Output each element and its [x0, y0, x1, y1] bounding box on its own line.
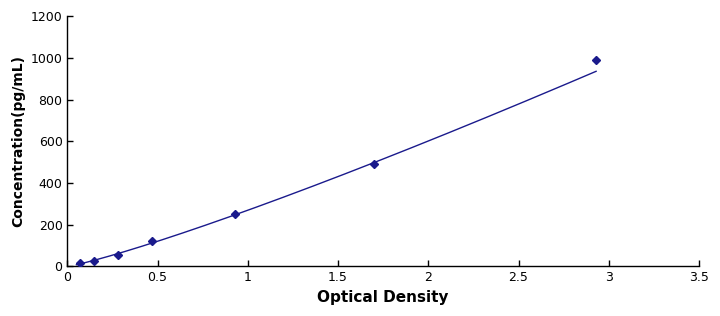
Y-axis label: Concentration(pg/mL): Concentration(pg/mL): [11, 55, 25, 227]
X-axis label: Optical Density: Optical Density: [318, 290, 449, 305]
